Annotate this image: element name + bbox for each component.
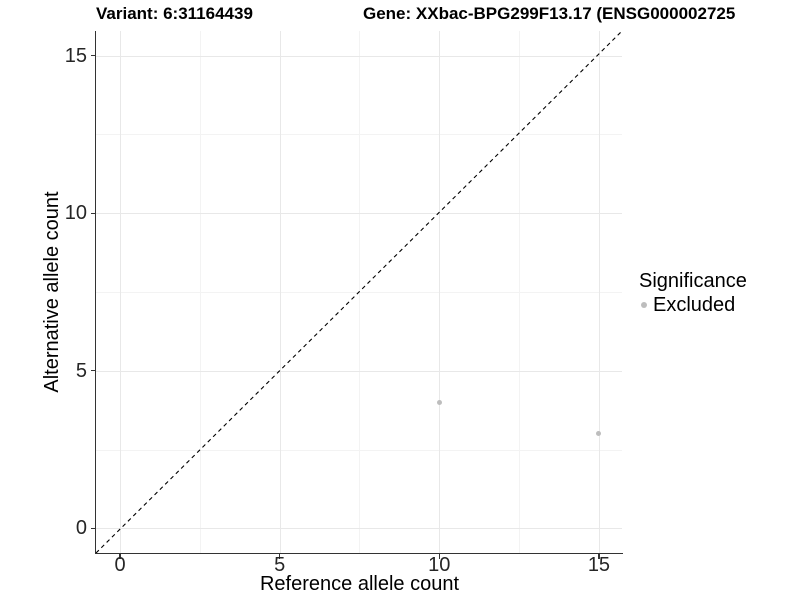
x-tick-label: 0 (114, 554, 126, 576)
gridline-minor-h (96, 449, 622, 451)
plot-panel (96, 31, 622, 553)
x-axis-title: Reference allele count (259, 573, 459, 595)
gene-title: Gene: XXbac-BPG299F13.17 (ENSG000002725 (363, 4, 736, 23)
gridline-major-v (598, 31, 600, 553)
y-axis-title: Alternative allele count (41, 191, 63, 393)
y-tick-label: 10 (64, 202, 87, 225)
x-axis-line (95, 553, 623, 555)
gridline-minor-h (96, 134, 622, 136)
legend: Significance Excluded (639, 270, 747, 316)
y-axis-line (95, 31, 97, 554)
legend-item-excluded: Excluded (639, 294, 747, 316)
x-tick-mark (598, 554, 600, 559)
gridline-major-h (96, 528, 622, 530)
x-tick-mark (438, 554, 440, 559)
y-tick-mark (90, 54, 96, 57)
x-tick-label: 10 (428, 554, 451, 576)
data-point (436, 399, 442, 405)
gridline-major-h (96, 370, 622, 372)
x-tick-label: 5 (274, 554, 286, 576)
legend-item-label: Excluded (653, 294, 736, 316)
y-tick-label: 15 (64, 44, 87, 67)
y-tick-label: 5 (75, 359, 87, 382)
legend-title: Significance (639, 270, 747, 292)
x-tick-mark (279, 554, 281, 559)
gridline-major-v (279, 31, 281, 553)
variant-title: Variant: 6:31164439 (96, 4, 253, 23)
gridline-major-v (120, 31, 121, 553)
x-tick-mark (119, 554, 121, 559)
gridline-major-h (96, 55, 622, 57)
y-tick-mark (90, 527, 96, 529)
gridline-minor-h (96, 291, 622, 293)
gridline-major-v (439, 31, 441, 553)
data-point (596, 431, 602, 437)
y-tick-mark (90, 212, 96, 214)
x-tick-label: 15 (587, 554, 611, 576)
y-tick-label: 0 (75, 517, 87, 540)
y-tick-mark (90, 370, 96, 372)
legend-point-icon (641, 302, 647, 308)
gridline-major-h (96, 213, 622, 215)
